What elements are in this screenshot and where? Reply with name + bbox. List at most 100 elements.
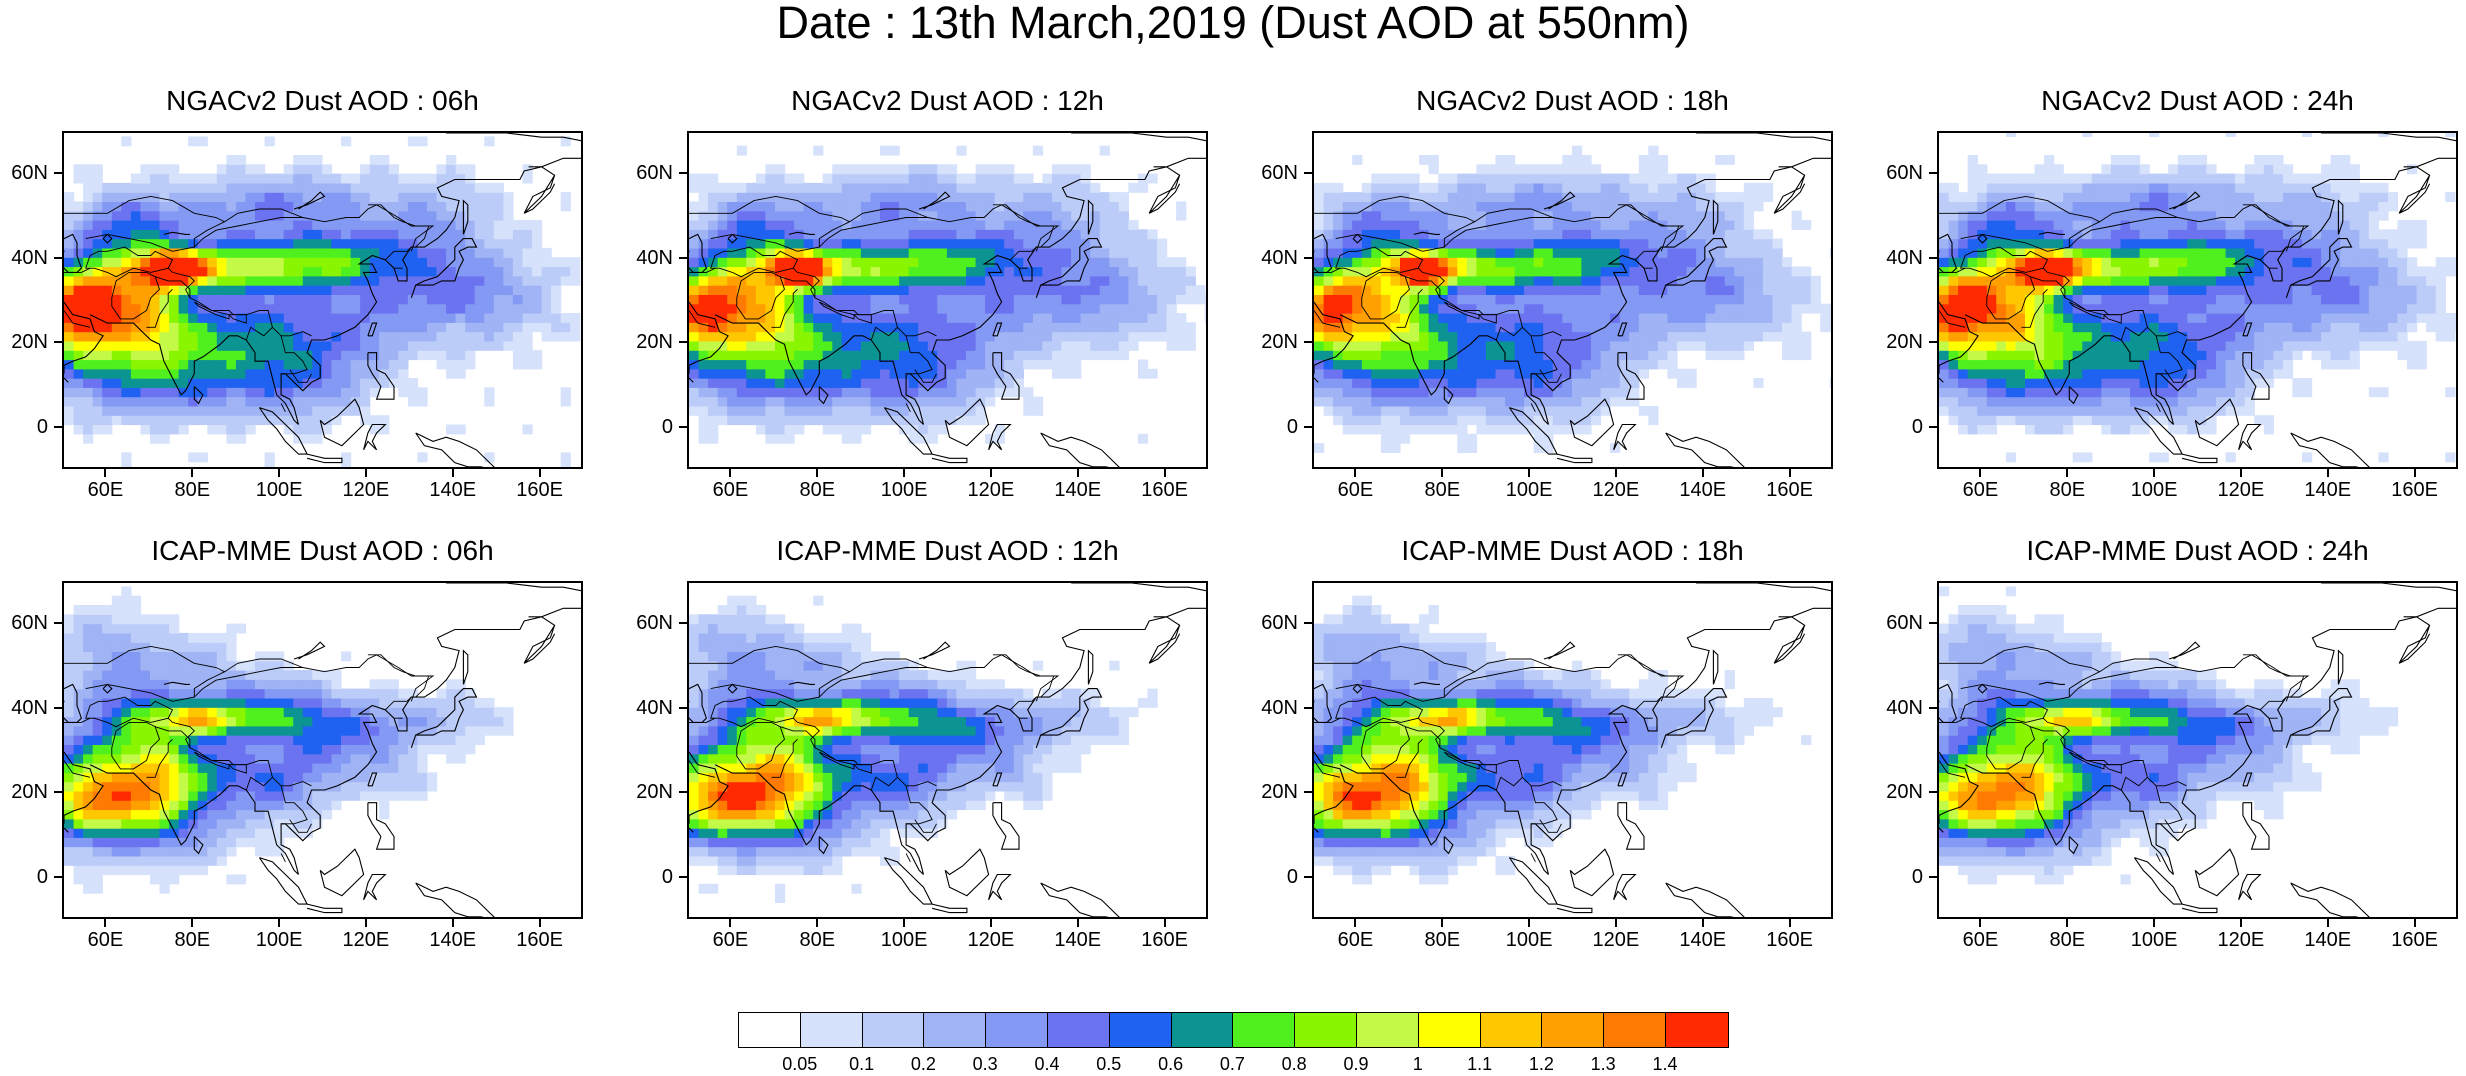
- aod-cell: [74, 360, 84, 370]
- aod-cell: [121, 294, 131, 304]
- aod-cell: [947, 164, 957, 174]
- aod-cell: [427, 211, 437, 221]
- aod-cell: [2006, 183, 2016, 193]
- aod-cell: [2082, 174, 2092, 184]
- aod-cell: [1381, 341, 1391, 351]
- aod-cell: [1314, 183, 1324, 193]
- aod-cell: [179, 257, 189, 267]
- aod-cell: [1782, 322, 1792, 332]
- aod-cell: [131, 276, 141, 286]
- aod-cell: [236, 406, 246, 416]
- aod-cell: [899, 350, 909, 360]
- aod-cell: [1968, 350, 1978, 360]
- aod-cell: [1390, 434, 1400, 444]
- aod-cell: [756, 211, 766, 221]
- aod-cell: [331, 369, 341, 379]
- aod-cell: [1639, 192, 1649, 202]
- aod-cell: [179, 415, 189, 425]
- aod-cell: [2178, 397, 2188, 407]
- aod-cell: [1062, 304, 1072, 314]
- aod-cell: [1324, 257, 1334, 267]
- aod-cell: [484, 294, 494, 304]
- aod-cell: [775, 406, 785, 416]
- aod-cell: [2197, 239, 2207, 249]
- aod-cell: [2178, 220, 2188, 230]
- aod-cell: [1090, 183, 1100, 193]
- aod-cell: [437, 322, 447, 332]
- aod-cell: [708, 201, 718, 211]
- aod-cell: [140, 239, 150, 249]
- aod-cell: [1400, 294, 1410, 304]
- aod-cell: [274, 304, 284, 314]
- aod-cell: [131, 304, 141, 314]
- aod-cell: [207, 425, 217, 435]
- aod-cell: [737, 239, 747, 249]
- aod-cell: [217, 164, 227, 174]
- aod-cell: [1977, 415, 1987, 425]
- aod-cell: [2101, 164, 2111, 174]
- aod-cell: [1081, 276, 1091, 286]
- aod-cell: [131, 294, 141, 304]
- aod-cell: [785, 387, 795, 397]
- coastline: [932, 454, 967, 463]
- aod-cell: [1381, 294, 1391, 304]
- aod-cell: [880, 397, 890, 407]
- aod-cell: [293, 294, 303, 304]
- aod-cell: [265, 387, 275, 397]
- aod-cell: [1438, 174, 1448, 184]
- aod-cell: [1457, 332, 1467, 342]
- aod-cell: [737, 350, 747, 360]
- aod-cell: [427, 183, 437, 193]
- aod-cell: [1362, 192, 1372, 202]
- aod-cell: [956, 183, 966, 193]
- aod-cell: [956, 397, 966, 407]
- aod-cell: [351, 285, 361, 295]
- aod-cell: [2006, 452, 2016, 462]
- aod-cell: [1706, 322, 1716, 332]
- aod-cell: [1033, 304, 1043, 314]
- aod-cell: [303, 313, 313, 323]
- aod-cell: [379, 211, 389, 221]
- aod-cell: [1381, 192, 1391, 202]
- aod-cell: [446, 192, 456, 202]
- aod-cell: [1543, 313, 1553, 323]
- aod-cell: [871, 229, 881, 239]
- aod-cell: [1109, 341, 1119, 351]
- aod-cell: [765, 211, 775, 221]
- aod-cell: [1457, 341, 1467, 351]
- aod-cell: [112, 229, 122, 239]
- aod-cell: [2197, 174, 2207, 184]
- aod-cell: [494, 332, 504, 342]
- aod-cell: [2197, 155, 2207, 165]
- aod-cell: [1734, 350, 1744, 360]
- aod-cell: [1138, 229, 1148, 239]
- aod-cell: [1996, 211, 2006, 221]
- aod-cell: [746, 294, 756, 304]
- aod-cell: [1949, 257, 1959, 267]
- aod-cell: [1081, 341, 1091, 351]
- aod-cell: [284, 183, 294, 193]
- aod-cell: [456, 276, 466, 286]
- aod-cell: [2111, 285, 2121, 295]
- aod-cell: [1333, 220, 1343, 230]
- aod-cell: [1071, 350, 1081, 360]
- aod-cell: [2082, 201, 2092, 211]
- aod-cell: [1987, 174, 1997, 184]
- aod-cell: [341, 174, 351, 184]
- aod-cell: [756, 248, 766, 258]
- aod-cell: [1996, 397, 2006, 407]
- aod-cell: [150, 350, 160, 360]
- coastline: [1154, 158, 1208, 167]
- coastline: [1779, 158, 1833, 167]
- aod-cell: [909, 322, 919, 332]
- aod-cell: [832, 378, 842, 388]
- aod-cell: [1090, 192, 1100, 202]
- aod-cell: [64, 220, 74, 230]
- aod-cell: [2168, 257, 2178, 267]
- aod-cell: [1572, 201, 1582, 211]
- aod-cell: [995, 211, 1005, 221]
- aod-cell: [1148, 304, 1158, 314]
- aod-cell: [1429, 201, 1439, 211]
- aod-cell: [1639, 341, 1649, 351]
- aod-cell: [1362, 211, 1372, 221]
